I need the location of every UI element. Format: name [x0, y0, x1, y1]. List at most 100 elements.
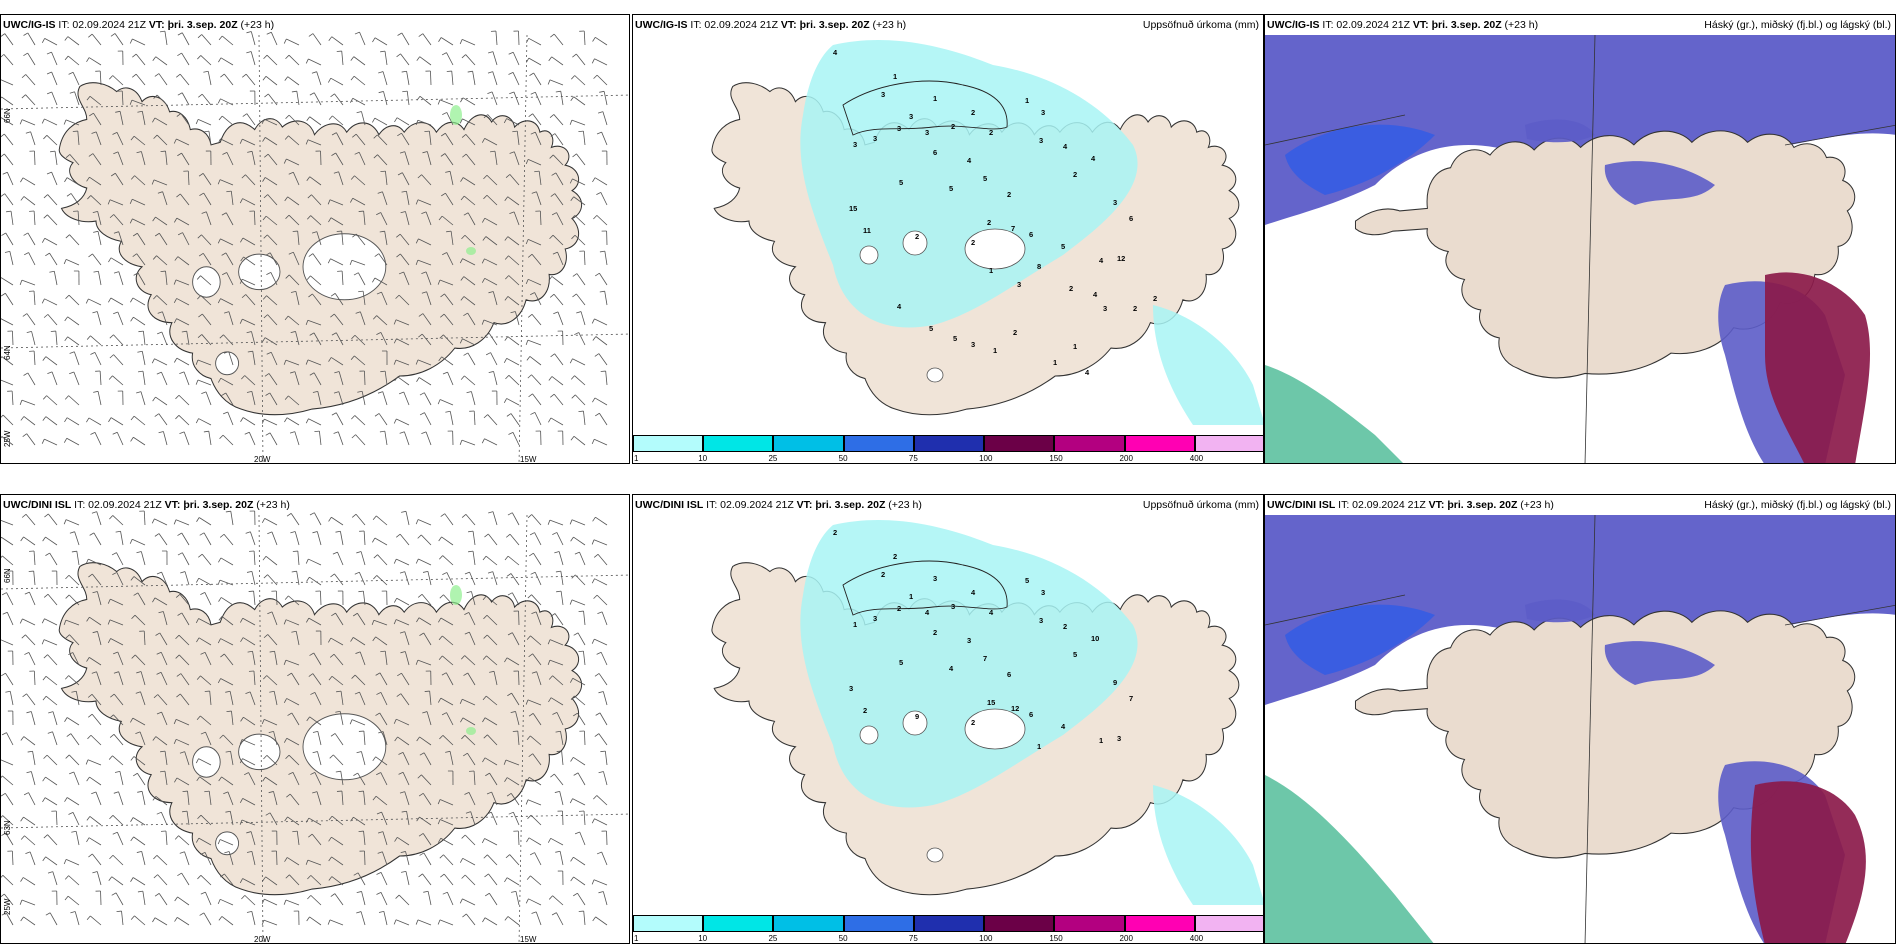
wind-barb [554, 133, 564, 146]
wind-barb [517, 830, 520, 846]
wind-barb [396, 338, 410, 346]
precip-value-label: 4 [1085, 368, 1090, 377]
wind-barb-flag [218, 597, 222, 602]
wind-barb [552, 154, 564, 166]
wind-barb [5, 912, 14, 926]
wind-barb-flag [593, 795, 598, 800]
wind-barb [121, 90, 124, 106]
wind-barb [241, 819, 256, 826]
wind-barb [517, 731, 520, 746]
wind-barb [67, 316, 80, 326]
wind-barb [286, 698, 300, 706]
wind-barb [28, 652, 36, 666]
wind-barb-flag [66, 733, 72, 737]
wind-barb-flag [88, 853, 93, 858]
wind-barb [572, 677, 586, 686]
wind-barb-flag [393, 719, 397, 724]
wind-barb [574, 234, 586, 246]
glaciers [859, 708, 1026, 863]
wind-barb [97, 631, 102, 646]
wind-barb-flag [509, 151, 515, 154]
wind-barb [401, 32, 410, 46]
wind-barb-flag [65, 754, 70, 759]
wind-barb [579, 551, 586, 566]
wind-barb-flag [108, 417, 112, 423]
wind-barb [6, 612, 14, 626]
wind-barb [1, 759, 14, 766]
wind-barb-flag [421, 291, 427, 294]
graticule-line [1784, 124, 1895, 146]
wind-barb-flag [352, 133, 357, 138]
wind-barb-flag [26, 331, 32, 334]
wind-barb [530, 814, 542, 826]
wind-barb-flag [578, 410, 584, 413]
wind-barb [331, 876, 344, 886]
wind-barb-flag [283, 619, 287, 625]
wind-barb-flag [461, 514, 467, 518]
wind-barb-flag [399, 151, 405, 154]
wind-barb [2, 775, 14, 786]
wind-barb-flag [152, 597, 156, 603]
wind-barb-flag [246, 910, 252, 913]
wind-barb-flag [1, 436, 3, 439]
wind-barb-flag [460, 97, 464, 103]
wind-barb [296, 831, 300, 846]
wind-barb [67, 895, 80, 906]
wind-barb-flag [221, 212, 227, 216]
wind-barb [439, 799, 454, 806]
wind-barb [467, 312, 476, 326]
wind-barb [26, 433, 36, 446]
wind-barb-flag [47, 731, 53, 734]
low-cloud-west [1285, 604, 1435, 675]
wind-barb-flag [460, 195, 465, 201]
wind-barb-flag [594, 673, 600, 677]
wind-barb [253, 591, 256, 606]
wind-barb [335, 332, 344, 346]
wind-barb-flag [463, 352, 469, 356]
wind-barb-flag [195, 119, 199, 125]
wind-barb-flag [489, 150, 496, 153]
wind-barb-flag [263, 314, 268, 319]
wind-barb-flag [108, 297, 112, 303]
wind-barb [513, 151, 520, 166]
wind-barb-flag [398, 771, 404, 775]
wind-barb-flag [197, 295, 202, 300]
wind-barb [575, 53, 586, 66]
wind-barb [428, 131, 432, 146]
wind-barb [341, 271, 344, 286]
wind-barb [599, 273, 608, 286]
wind-barb-flag [399, 431, 405, 434]
wind-barb [329, 919, 344, 926]
wind-barb [198, 618, 212, 626]
wind-barb [266, 295, 278, 306]
wind-barb [575, 394, 586, 406]
wind-barb-flag [358, 590, 364, 593]
wind-barb-flag [572, 53, 577, 58]
wind-barb-flag [481, 258, 485, 264]
wind-barb-flag [86, 335, 91, 340]
wind-barb-flag [306, 617, 310, 623]
wind-barb-flag [424, 130, 430, 133]
wind-barb [462, 338, 476, 346]
wind-barb-flag [86, 915, 91, 921]
precip-value-label: 8 [1037, 262, 1041, 271]
wind-barb [316, 231, 322, 246]
wind-barb-flag [376, 772, 381, 776]
wind-barb-flag [328, 217, 332, 223]
wind-barb [423, 632, 432, 646]
wind-barb [118, 671, 124, 686]
wind-barb-flag [288, 771, 294, 775]
wind-barb [532, 713, 542, 726]
wind-barb-flag [372, 277, 376, 283]
wind-barb [179, 73, 190, 86]
precip-value-label: 1 [1037, 742, 1041, 751]
wind-barb-flag [335, 710, 341, 713]
wind-barb-flag [109, 815, 114, 820]
precip-value-label: 2 [1069, 284, 1073, 293]
wind-barb [380, 892, 388, 906]
wind-barb [577, 892, 586, 906]
wind-barb-flag [153, 694, 159, 699]
wind-barb-flag [65, 594, 70, 599]
wind-barb-flag [438, 635, 443, 641]
wind-barb [511, 692, 520, 706]
